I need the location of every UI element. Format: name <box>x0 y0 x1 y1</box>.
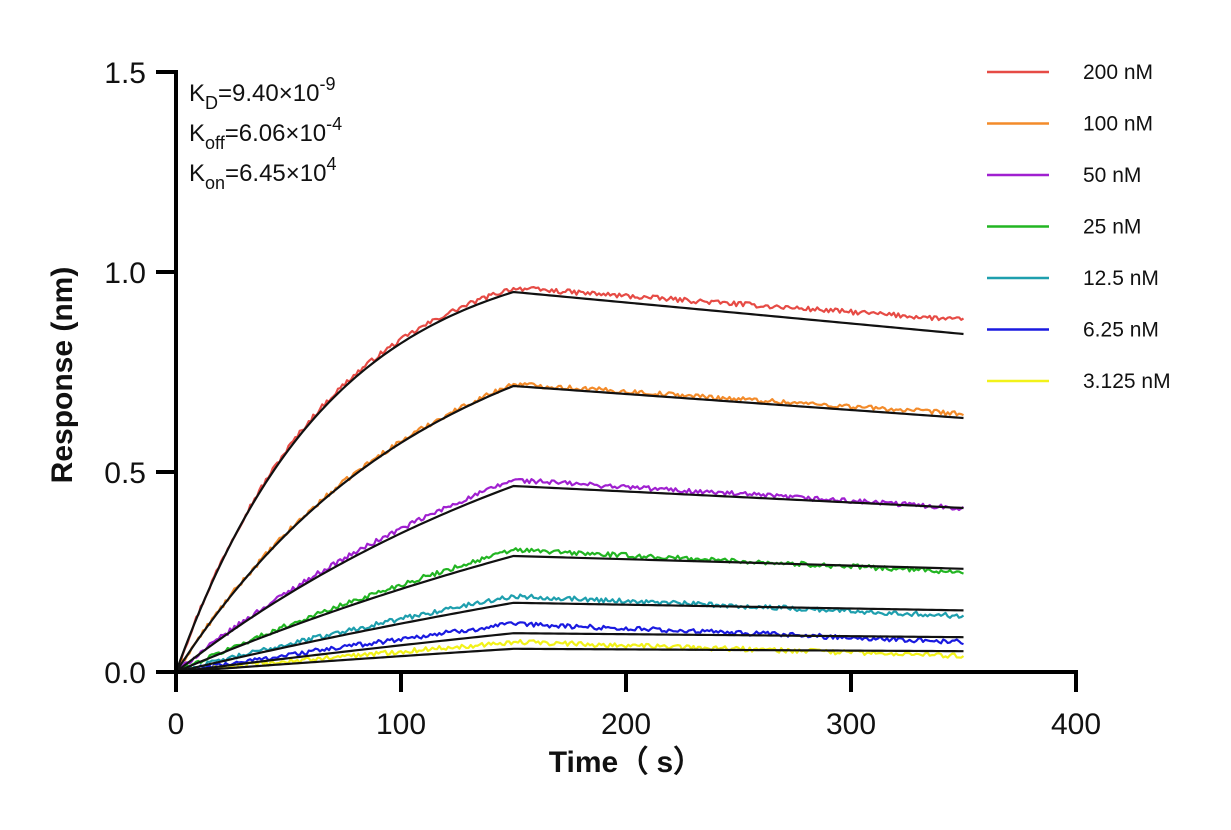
fit-line-3-125-nm <box>175 647 964 674</box>
fit-line-12-5-nm <box>175 601 964 674</box>
legend-label: 3.125 nM <box>1083 370 1171 393</box>
series-line-6-25-nm <box>175 621 964 674</box>
plot-fit-group <box>174 290 964 674</box>
x-tick-label: 100 <box>376 708 426 741</box>
x-tick-label: 200 <box>601 708 651 741</box>
x-axis-title: Time（ s） <box>549 745 704 779</box>
fit-line-50-nm <box>175 484 964 673</box>
legend-label: 200 nM <box>1083 61 1153 84</box>
legend-label: 25 nM <box>1083 216 1141 239</box>
y-tick-label: 0.5 <box>104 457 146 490</box>
series-line-200-nm <box>174 286 965 673</box>
fit-line-100-nm <box>175 384 964 673</box>
series-line-50-nm <box>175 478 965 673</box>
legend: 200 nM 100 nM 50 nM 25 nM 12.5 nM 6.25 nM 3.12… <box>987 61 1171 393</box>
y-tick-label: 0.0 <box>104 657 146 690</box>
fit-line-25-nm <box>175 554 964 674</box>
kinetic-constant-koff: Koff=6.06×10-4 <box>189 114 342 153</box>
y-axis-title: Response (nm) <box>46 267 79 484</box>
legend-label: 50 nM <box>1083 164 1141 187</box>
x-tick-label: 400 <box>1051 708 1101 741</box>
legend-label: 6.25 nM <box>1083 319 1159 342</box>
x-tick-label: 300 <box>826 708 876 741</box>
plot-series-group <box>174 286 965 674</box>
y-tick-label: 1.5 <box>104 57 146 90</box>
kinetic-constant-kd: KD=9.40×10-9 <box>189 74 335 113</box>
legend-label: 12.5 nM <box>1083 267 1159 290</box>
series-line-12-5-nm <box>175 593 965 674</box>
y-tick-label: 1.0 <box>104 257 146 290</box>
legend-label: 100 nM <box>1083 113 1153 136</box>
fit-line-6-25-nm <box>175 632 964 674</box>
x-tick-label: 0 <box>168 708 185 741</box>
fit-line-200-nm <box>174 290 964 673</box>
kinetic-constant-kon: Kon=6.45×104 <box>189 154 337 193</box>
plot-ticks-group: 0.0 0.5 1.0 1.5 0 100 200 300 400 <box>104 57 1101 741</box>
